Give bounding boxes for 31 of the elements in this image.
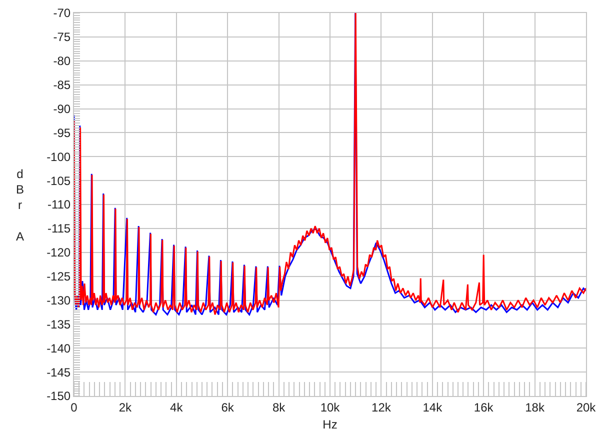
y-tick-label: -70 (53, 6, 71, 20)
x-tick-label: 12k (372, 400, 392, 414)
x-axis-title: Hz (322, 417, 338, 432)
x-tick-label: 14k (422, 400, 444, 414)
y-tick-label: -85 (53, 78, 71, 92)
y-tick-label: -75 (53, 30, 71, 44)
x-tick-label: 4k (170, 400, 184, 414)
y-tick-label: -125 (46, 270, 71, 284)
y-tick-label: -100 (46, 150, 71, 164)
line-series (74, 13, 586, 316)
y-tick-label: -150 (46, 389, 71, 404)
y-tick-label: -95 (53, 126, 71, 140)
y-tick-label: -115 (47, 222, 71, 236)
y-tick-label: -80 (53, 54, 71, 68)
y-tick-label: -145 (46, 365, 71, 380)
x-tick-label: 20k (576, 400, 597, 414)
text: dBr A (16, 167, 24, 244)
y-tick-label: -105 (46, 174, 71, 188)
y-tick-label: -90 (53, 102, 71, 116)
y-tick-label: -110 (47, 198, 71, 212)
y-tick-label: -120 (46, 246, 71, 260)
x-tick-label: 10k (320, 400, 341, 414)
x-tick-label: 8k (272, 400, 286, 414)
x-tick-label: 6k (221, 400, 235, 414)
x-tick-label: 16k (474, 400, 494, 414)
x-tick-label: 2k (118, 400, 133, 414)
y-tick-label: -140 (46, 341, 71, 356)
x-tick-label: 18k (525, 400, 546, 414)
y-tick-label: -130 (46, 293, 71, 308)
x-tick-label: 0 (70, 400, 78, 414)
y-tick-label: -135 (46, 317, 71, 332)
